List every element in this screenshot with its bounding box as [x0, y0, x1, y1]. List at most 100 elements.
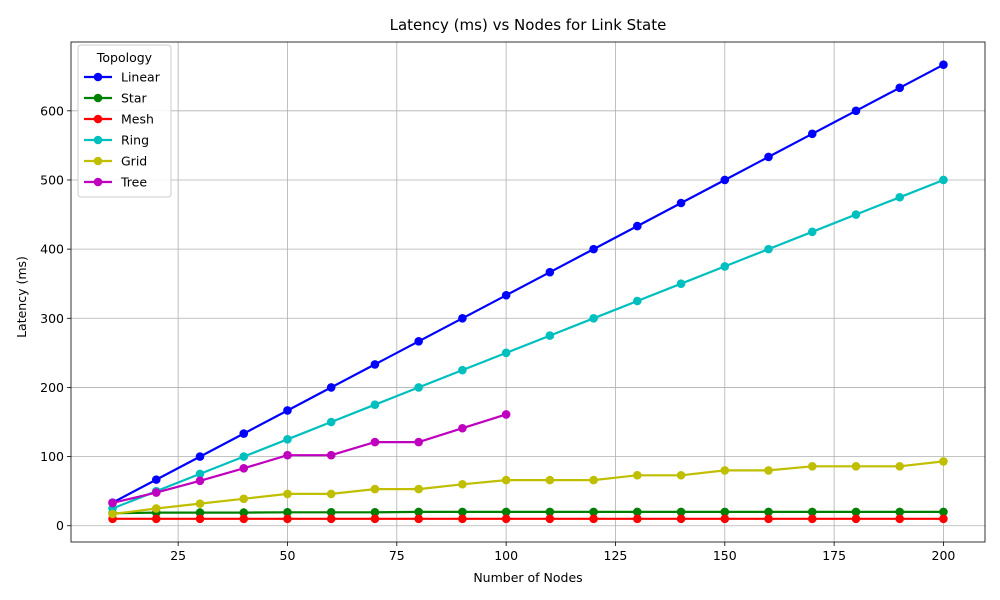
data-point-star — [458, 507, 467, 517]
series-line-tree — [112, 413, 507, 504]
data-point-linear — [939, 60, 948, 69]
data-point-grid — [545, 475, 555, 485]
data-point-star — [807, 507, 817, 517]
data-point-ring — [458, 365, 467, 375]
legend-label-tree: Tree — [120, 175, 147, 190]
data-point-linear — [895, 83, 905, 93]
data-point-mesh — [151, 514, 161, 524]
series-line-star — [112, 510, 944, 515]
legend-marker-linear — [93, 72, 103, 82]
y-tick-label: 300 — [40, 311, 64, 326]
x-axis-label: Number of Nodes — [473, 570, 582, 585]
data-point-ring — [195, 469, 205, 479]
data-point-grid — [108, 509, 117, 519]
data-point-ring — [764, 244, 773, 254]
data-point-linear — [195, 452, 205, 461]
data-point-star — [939, 507, 948, 517]
data-point-mesh — [239, 514, 249, 524]
x-tick-label: 100 — [494, 548, 518, 563]
data-point-star — [851, 507, 861, 517]
data-point-linear — [633, 221, 642, 231]
data-point-mesh — [720, 514, 730, 524]
data-point-star — [326, 507, 336, 517]
series-line-ring — [112, 178, 944, 510]
legend-label-linear: Linear — [121, 70, 161, 85]
data-point-ring — [545, 331, 555, 340]
legend-marker-tree — [93, 177, 103, 187]
data-point-linear — [414, 337, 423, 346]
data-point-ring — [895, 192, 905, 202]
data-point-grid — [326, 489, 336, 499]
data-point-grid — [851, 461, 861, 471]
data-point-tree — [370, 437, 380, 447]
data-point-ring — [939, 175, 948, 185]
data-point-mesh — [807, 514, 817, 524]
data-point-ring — [720, 262, 730, 271]
data-point-star — [764, 507, 773, 517]
data-point-ring — [501, 348, 511, 358]
data-point-linear — [764, 152, 773, 162]
chart-title: Latency (ms) vs Nodes for Link State — [390, 16, 667, 34]
data-point-linear — [239, 429, 249, 438]
data-point-ring — [589, 313, 598, 323]
data-point-linear — [283, 406, 292, 415]
data-point-grid — [151, 504, 161, 513]
x-tick-label: 50 — [280, 548, 296, 563]
data-point-grid — [414, 484, 423, 494]
legend-marker-ring — [93, 135, 103, 145]
y-tick-label: 100 — [40, 449, 64, 464]
data-point-linear — [151, 475, 161, 484]
data-point-star — [414, 507, 423, 517]
y-tick-label: 400 — [40, 242, 64, 257]
series-line-grid — [112, 460, 944, 516]
data-point-grid — [589, 475, 598, 485]
data-point-tree — [458, 423, 467, 433]
data-point-grid — [370, 484, 380, 494]
data-point-linear — [458, 313, 467, 323]
data-point-grid — [895, 461, 905, 471]
legend-label-ring: Ring — [121, 133, 149, 148]
legend-label-star: Star — [121, 91, 147, 106]
grid — [71, 42, 985, 542]
legend-label-grid: Grid — [121, 154, 147, 169]
data-point-tree — [108, 498, 117, 508]
data-point-mesh — [326, 514, 336, 524]
data-point-ring — [414, 383, 423, 392]
data-point-ring — [633, 296, 642, 306]
plot-area — [70, 41, 986, 543]
data-point-ring — [851, 210, 861, 219]
data-point-star — [895, 507, 905, 517]
data-point-mesh — [851, 514, 861, 524]
data-point-linear — [807, 129, 817, 139]
data-point-mesh — [414, 514, 423, 524]
x-tick-label: 125 — [604, 548, 628, 563]
data-point-mesh — [589, 514, 598, 524]
legend-marker-grid — [93, 156, 103, 166]
data-point-ring — [676, 279, 686, 289]
data-point-ring — [283, 435, 292, 444]
data-point-linear — [676, 198, 686, 208]
data-point-mesh — [195, 514, 205, 524]
data-point-grid — [633, 470, 642, 480]
data-point-star — [283, 507, 292, 517]
data-point-linear — [720, 175, 730, 185]
data-point-linear — [501, 290, 511, 300]
data-point-star — [720, 507, 730, 517]
data-point-mesh — [764, 514, 773, 524]
axis-ticks: 25 50 75 100 125 150 175 200 0 100 200 300 400 500 600 — [40, 103, 955, 563]
data-point-grid — [676, 470, 686, 480]
data-point-star — [370, 507, 380, 517]
data-point-tree — [151, 488, 161, 497]
data-point-tree — [326, 450, 336, 460]
x-tick-label: 150 — [713, 548, 737, 563]
data-point-star — [501, 507, 511, 517]
data-point-star — [633, 507, 642, 517]
data-point-linear — [545, 267, 555, 277]
data-point-ring — [239, 452, 249, 461]
data-point-linear — [851, 106, 861, 116]
legend-title: Topology — [96, 50, 153, 65]
data-point-grid — [283, 489, 292, 499]
data-point-mesh — [676, 514, 686, 524]
x-tick-label: 75 — [389, 548, 405, 563]
